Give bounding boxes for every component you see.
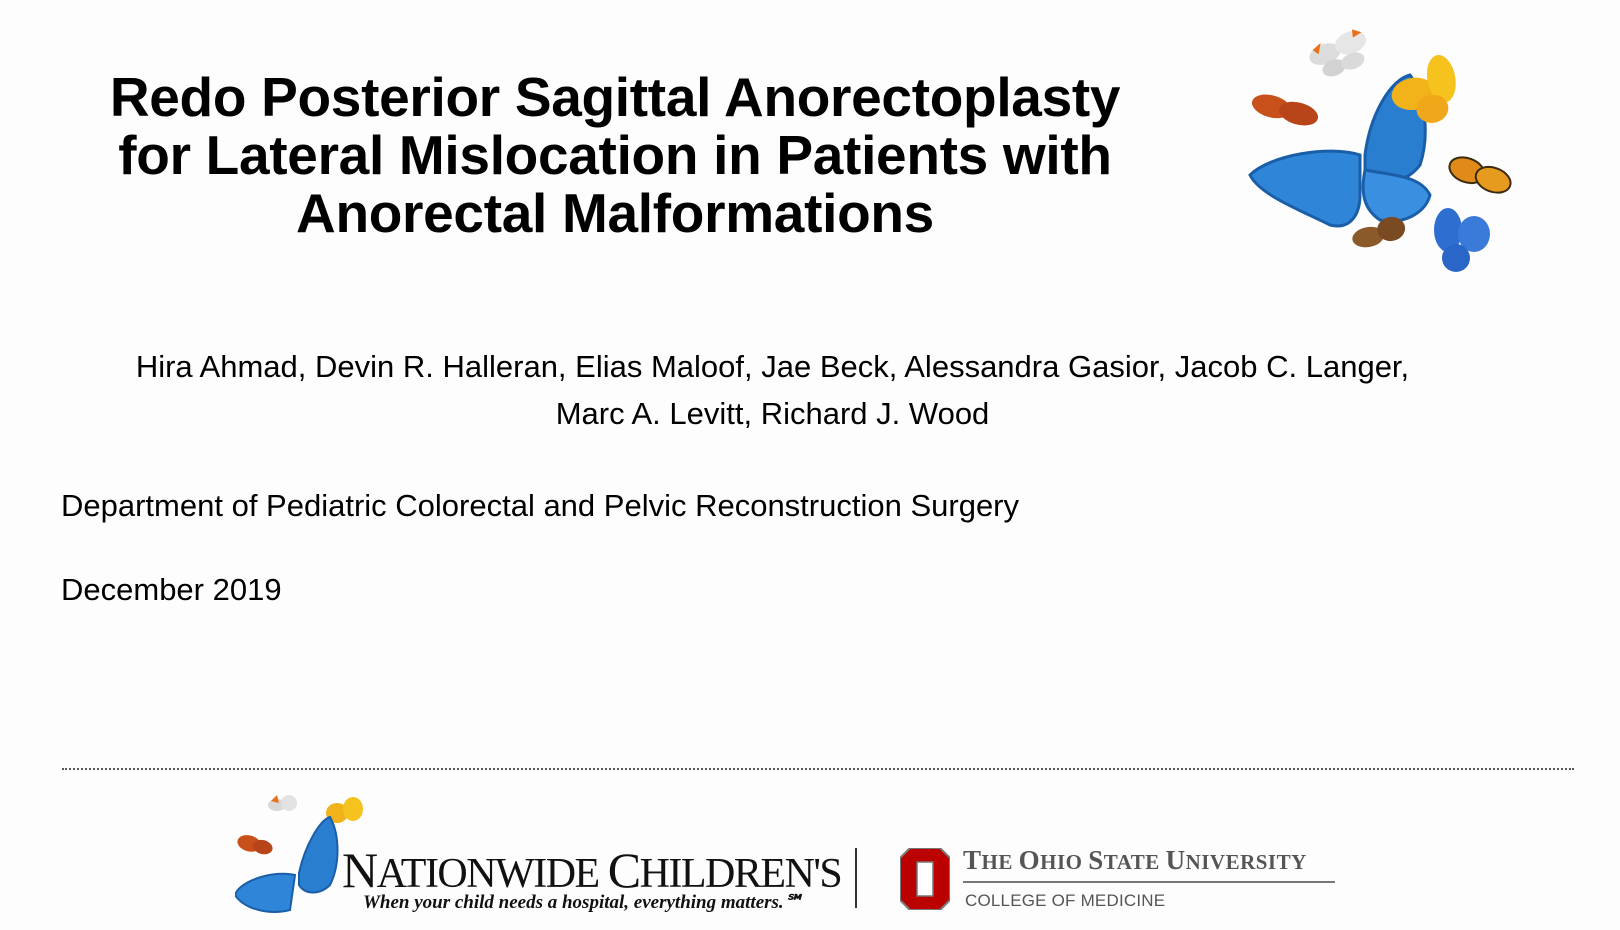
title-line: Anorectal Malformations: [296, 182, 934, 244]
butterflies-icon: [235, 795, 363, 913]
author-list: Hira Ahmad, Devin R. Halleran, Elias Mal…: [40, 343, 1505, 437]
ohio-state-logo: THE OHIO STATE UNIVERSITY COLLEGE OF MED…: [900, 845, 1340, 915]
authors-line: Marc A. Levitt, Richard J. Wood: [555, 396, 990, 431]
nch-word: ATIONWIDE: [376, 851, 608, 897]
slide-title: Redo Posterior Sagittal Anorectoplasty f…: [40, 68, 1190, 242]
osu-word: TATE: [1103, 850, 1166, 874]
nch-letter: C: [607, 842, 641, 898]
butterflies-icon: [1248, 29, 1512, 272]
nch-letter: N: [342, 842, 378, 898]
osu-rule: [963, 881, 1335, 883]
nationwide-childrens-name: NATIONWIDE CHILDREN'S: [342, 841, 843, 899]
block-o-icon: [900, 848, 950, 910]
logo-separator: [855, 848, 857, 908]
nationwide-tagline: When your child needs a hospital, everyt…: [363, 892, 804, 913]
osu-letter: U: [1165, 845, 1186, 875]
osu-letter: T: [963, 845, 982, 875]
footer-divider: [62, 768, 1574, 770]
osu-word: NIVERSITY: [1185, 850, 1307, 874]
osu-letter: O: [1018, 845, 1041, 875]
osu-word: HE: [981, 850, 1019, 874]
authors-line: Hira Ahmad, Devin R. Halleran, Elias Mal…: [135, 349, 1410, 384]
department: Department of Pediatric Colorectal and P…: [61, 488, 1020, 523]
nch-word: HILDREN'S: [639, 851, 843, 897]
title-line: Redo Posterior Sagittal Anorectoplasty: [109, 66, 1121, 128]
osu-word: HIO: [1040, 850, 1089, 874]
nationwide-childrens-logo: NATIONWIDE CHILDREN'S When your child ne…: [235, 785, 843, 915]
osu-college: COLLEGE OF MEDICINE: [965, 891, 1166, 910]
title-line: for Lateral Mislocation in Patients with: [118, 124, 1112, 186]
osu-name: THE OHIO STATE UNIVERSITY: [963, 845, 1307, 876]
presentation-date: December 2019: [61, 572, 282, 607]
osu-letter: S: [1088, 845, 1104, 875]
